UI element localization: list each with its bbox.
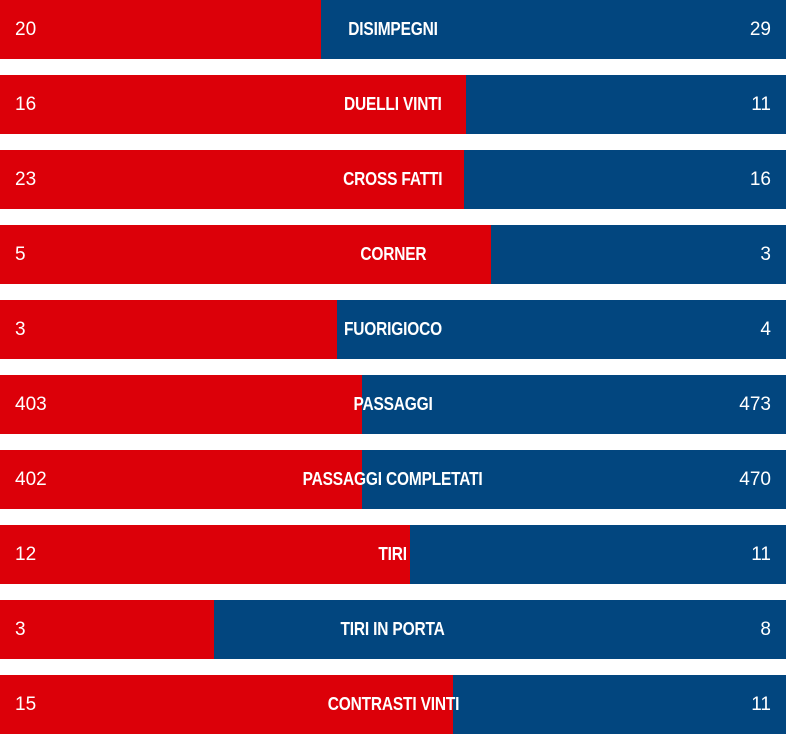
stat-label: PASSAGGI COMPLETATI [0, 450, 786, 509]
stat-label-text: DISIMPEGNI [348, 19, 438, 39]
stat-label: TIRI IN PORTA [0, 600, 786, 659]
stat-label-text: TIRI [378, 544, 408, 564]
stat-label: PASSAGGI [0, 375, 786, 434]
stat-label: DISIMPEGNI [0, 0, 786, 59]
away-value: 16 [749, 169, 771, 190]
stat-label-text: CONTRASTI VINTI [327, 694, 459, 714]
stat-row: 12 TIRI 11 [0, 525, 786, 584]
stat-row: 402 PASSAGGI COMPLETATI 470 [0, 450, 786, 509]
stat-label: DUELLI VINTI [0, 75, 786, 134]
stat-row: 403 PASSAGGI 473 [0, 375, 786, 434]
away-value: 8 [760, 619, 771, 640]
stat-label: CONTRASTI VINTI [0, 675, 786, 734]
home-bar [0, 0, 321, 59]
home-value: 15 [15, 694, 37, 715]
away-value: 4 [760, 319, 771, 340]
stat-row: 23 CROSS FATTI 16 [0, 150, 786, 209]
stat-label: CROSS FATTI [0, 150, 786, 209]
stat-row: 16 DUELLI VINTI 11 [0, 75, 786, 134]
home-value: 5 [15, 244, 26, 265]
home-value: 403 [15, 394, 47, 415]
stat-row: 3 TIRI IN PORTA 8 [0, 600, 786, 659]
home-bar [0, 300, 337, 359]
stat-label-text: CROSS FATTI [343, 169, 443, 189]
home-bar [0, 525, 411, 584]
home-bar [0, 600, 215, 659]
home-bar [0, 675, 454, 734]
stat-row: 20 DISIMPEGNI 29 [0, 0, 786, 59]
away-value: 473 [739, 394, 771, 415]
stat-row: 3 FUORIGIOCO 4 [0, 300, 786, 359]
home-value: 12 [15, 544, 37, 565]
stat-label-text: FUORIGIOCO [343, 319, 443, 339]
home-value: 402 [15, 469, 47, 490]
away-value: 11 [751, 544, 771, 565]
stat-label: TIRI [0, 525, 786, 584]
stat-label-text: CORNER [359, 244, 427, 264]
home-value: 16 [15, 94, 37, 115]
home-value: 20 [15, 19, 37, 40]
away-value: 3 [760, 244, 771, 265]
home-bar [0, 225, 492, 284]
stat-label-text: TIRI IN PORTA [340, 619, 446, 639]
away-value: 11 [751, 94, 771, 115]
stat-label: CORNER [0, 225, 786, 284]
stat-label-text: PASSAGGI [353, 394, 433, 414]
home-bar [0, 150, 464, 209]
home-value: 3 [15, 619, 26, 640]
home-bar [0, 450, 363, 509]
home-bar [0, 75, 466, 134]
stat-row: 5 CORNER 3 [0, 225, 786, 284]
away-value: 11 [751, 694, 771, 715]
home-value: 3 [15, 319, 26, 340]
stat-row: 15 CONTRASTI VINTI 11 [0, 675, 786, 734]
stat-label-text: PASSAGGI COMPLETATI [303, 469, 483, 489]
away-value: 470 [739, 469, 771, 490]
home-bar [0, 375, 362, 434]
away-value: 29 [749, 19, 771, 40]
home-value: 23 [15, 169, 37, 190]
stat-label: FUORIGIOCO [0, 300, 786, 359]
stat-label-text: DUELLI VINTI [344, 94, 442, 114]
